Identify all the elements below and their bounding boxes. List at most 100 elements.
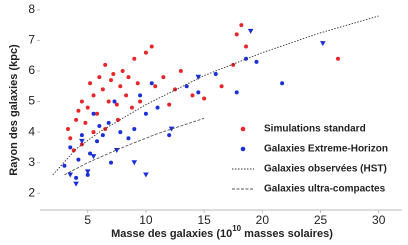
point xyxy=(74,175,79,180)
x-tick-label: 25 xyxy=(314,213,328,227)
point xyxy=(85,105,90,110)
point xyxy=(91,111,96,116)
y-tick-label: 3 xyxy=(28,155,35,169)
point xyxy=(71,148,76,153)
point xyxy=(76,157,81,162)
point xyxy=(106,120,111,125)
legend-label: Galaxies Extreme-Horizon xyxy=(264,144,388,155)
point xyxy=(65,127,70,132)
point xyxy=(254,59,259,64)
point xyxy=(149,81,154,86)
point xyxy=(118,130,123,135)
point xyxy=(143,111,148,116)
point xyxy=(335,56,340,61)
point xyxy=(126,75,131,80)
x-tick-label: 15 xyxy=(197,213,211,227)
x-label-sup: 10 xyxy=(232,224,241,233)
point xyxy=(106,99,111,104)
point xyxy=(132,56,137,61)
point xyxy=(79,99,84,104)
point xyxy=(120,68,125,73)
point xyxy=(153,84,158,89)
y-tick-label: 7 xyxy=(28,33,35,47)
point xyxy=(114,102,119,107)
point xyxy=(118,84,123,89)
x-tick-label: 5 xyxy=(84,213,91,227)
point xyxy=(115,117,120,122)
point xyxy=(239,23,244,28)
x-label-start: Masse des galaxies (10 xyxy=(111,228,232,240)
point xyxy=(85,172,90,177)
point xyxy=(161,75,166,80)
point xyxy=(91,130,96,135)
point xyxy=(109,78,114,83)
point xyxy=(244,44,249,49)
point xyxy=(126,136,131,141)
point xyxy=(167,102,172,107)
point xyxy=(184,84,189,89)
point xyxy=(111,72,116,77)
point xyxy=(109,160,114,165)
point xyxy=(234,32,239,37)
point xyxy=(73,181,79,187)
point xyxy=(112,99,117,104)
point xyxy=(135,81,140,86)
y-tick-label: 2 xyxy=(28,185,35,199)
point xyxy=(143,50,148,55)
x-tick-label: 10 xyxy=(139,213,153,227)
point xyxy=(138,99,143,104)
point xyxy=(95,111,100,116)
point xyxy=(149,44,154,49)
point xyxy=(173,87,178,92)
point xyxy=(138,93,143,98)
point xyxy=(91,93,96,98)
point xyxy=(95,139,100,144)
point xyxy=(280,81,285,86)
line xyxy=(64,117,205,176)
y-tick-label: 6 xyxy=(28,63,35,77)
x-tick-label: 20 xyxy=(256,213,270,227)
point xyxy=(178,68,183,73)
point xyxy=(195,74,202,80)
point xyxy=(202,96,207,101)
point xyxy=(247,28,254,34)
point xyxy=(74,117,79,122)
point xyxy=(132,127,137,132)
point xyxy=(100,87,105,92)
legend-label: Galaxies observées (HST) xyxy=(264,164,387,175)
point xyxy=(90,154,97,160)
point xyxy=(190,93,195,98)
legend-label: Galaxies ultra-compactes xyxy=(264,184,386,195)
y-axis-label: Rayon des galaxies (kpc) xyxy=(8,44,20,176)
legend-symbol xyxy=(240,146,246,152)
point xyxy=(231,62,236,67)
point xyxy=(79,138,85,144)
point xyxy=(143,172,149,178)
point xyxy=(97,123,102,128)
line xyxy=(52,15,379,176)
x-tick-label: 30 xyxy=(372,213,386,227)
point xyxy=(84,169,91,175)
x-label-end: masses solaires) xyxy=(241,228,333,240)
point xyxy=(320,41,326,47)
y-tick-label: 5 xyxy=(28,94,35,108)
point xyxy=(68,136,73,141)
point xyxy=(97,75,102,80)
point xyxy=(234,90,239,95)
point xyxy=(244,56,249,61)
point xyxy=(83,120,88,125)
point xyxy=(219,84,224,89)
x-axis-label: Masse des galaxies (1010 masses solaires… xyxy=(111,224,333,240)
point xyxy=(76,108,81,113)
legend-box xyxy=(226,117,396,201)
point xyxy=(213,72,218,77)
y-tick-label: 8 xyxy=(28,2,35,16)
point xyxy=(196,90,201,95)
point xyxy=(79,133,84,138)
point xyxy=(100,133,105,138)
y-tick-label: 4 xyxy=(28,124,35,138)
point xyxy=(103,62,108,67)
point xyxy=(155,105,160,110)
legend-label: Simulations standard xyxy=(264,124,366,135)
